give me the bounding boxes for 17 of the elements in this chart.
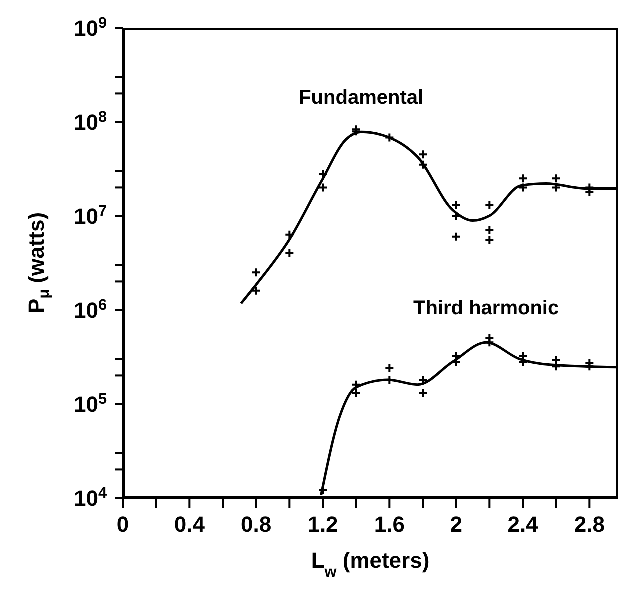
x-tick-label: 0: [116, 512, 130, 537]
x-tick-label: 2.4: [508, 512, 540, 537]
x-tick-label: 1.6: [374, 512, 405, 537]
y-tick-label: 10$^{4}$: [74, 484, 108, 511]
x-tick-label: 0.4: [174, 512, 206, 537]
x-tick-label: 2: [450, 512, 462, 537]
x-axis-title: L$_{w}$ (meters): [311, 548, 430, 580]
series-label: Third harmonic: [414, 298, 560, 320]
series-label: Fundamental: [299, 87, 424, 110]
y-tick-label: 10$^{6}$: [74, 296, 107, 323]
y-tick-label: 10$^{8}$: [74, 108, 108, 135]
x-tick-label: 1.2: [308, 512, 338, 537]
x-tick-label: 0.8: [241, 512, 272, 537]
y-tick-label: 10$^{5}$: [74, 390, 108, 417]
x-tick-label: 2.8: [574, 512, 605, 537]
y-tick-label: 10$^{7}$: [74, 202, 107, 229]
y-tick-label: 10$^{9}$: [74, 14, 107, 41]
